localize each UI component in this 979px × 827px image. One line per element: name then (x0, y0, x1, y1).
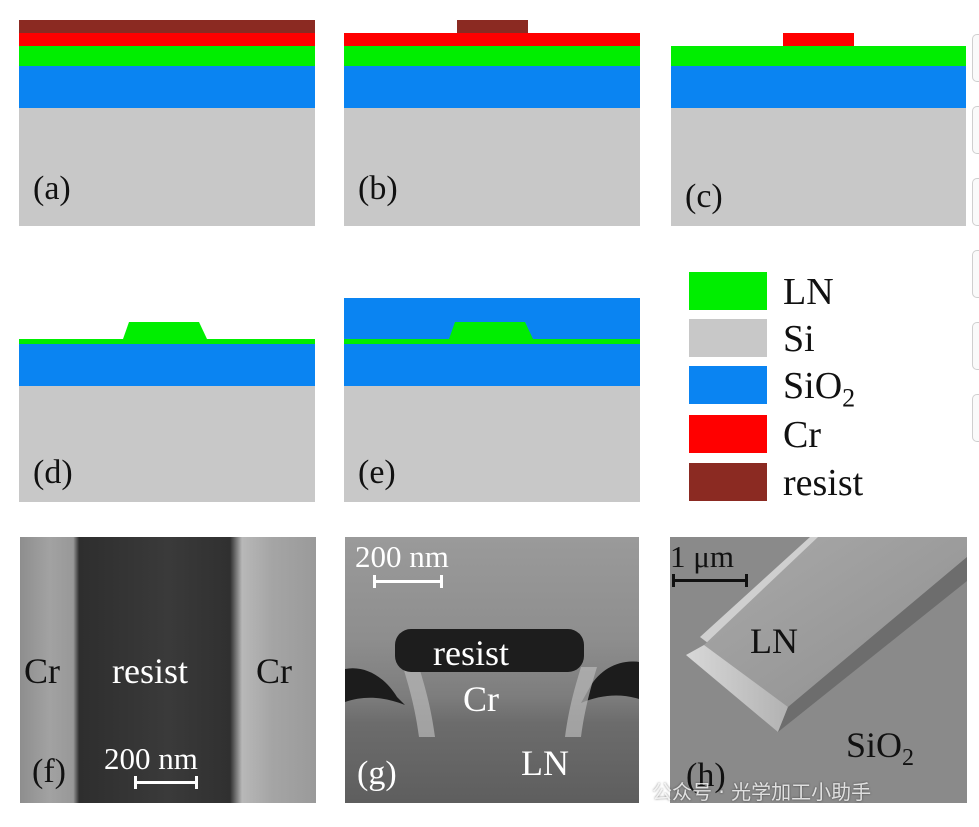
ln-layer (19, 46, 315, 66)
panel-label-d: (d) (33, 454, 73, 491)
label-sio2: SiO2 (846, 727, 914, 770)
panel-label-e: (e) (358, 454, 396, 491)
legend-swatch-resist (689, 463, 767, 501)
side-tab[interactable] (972, 106, 979, 154)
cr-layer (344, 33, 640, 46)
legend-label-sio2: SiO2 (783, 367, 855, 412)
label-cr-left: Cr (24, 651, 60, 691)
panel-b: (b) (344, 20, 640, 226)
si-substrate (344, 386, 640, 502)
panel-label-h: (h) (686, 757, 726, 794)
si-substrate (671, 108, 966, 226)
si-substrate (344, 108, 640, 226)
sio2-layer (671, 66, 966, 108)
label-resist: resist (112, 651, 188, 691)
label-cr-right: Cr (256, 651, 292, 691)
sem-image-f: Cr resist Cr 200 nm (f) (20, 537, 316, 803)
label-ln: LN (521, 743, 569, 783)
cr-layer (19, 33, 315, 46)
label-ln: LN (750, 621, 798, 661)
scalebar (134, 776, 198, 789)
ln-layer (671, 46, 966, 66)
legend-label-si: Si (783, 318, 815, 360)
legend-label-cr: Cr (783, 414, 821, 456)
si-substrate (19, 108, 315, 226)
panel-label-c: (c) (685, 178, 723, 215)
resist-pattern (457, 20, 528, 33)
resist-layer (19, 20, 315, 33)
ln-layer (344, 46, 640, 66)
panel-label-g: (g) (357, 755, 397, 792)
side-tab[interactable] (972, 178, 979, 226)
panel-c: (c) (671, 20, 966, 226)
legend-swatch-si (689, 319, 767, 357)
legend-label-ln: LN (783, 271, 834, 313)
undercut-shadows (345, 661, 639, 737)
side-tab[interactable] (972, 394, 979, 442)
resist-block (395, 629, 584, 672)
legend-swatch-sio2 (689, 366, 767, 404)
label-cr: Cr (463, 679, 499, 719)
legend-swatch-cr (689, 415, 767, 453)
scalebar-label: 1 μm (670, 539, 734, 574)
panel-label-f: (f) (32, 753, 66, 790)
ln-waveguide-3d (686, 537, 967, 732)
label-resist: resist (433, 633, 509, 673)
sem-image-g: 200 nm resist Cr LN (g) (345, 537, 639, 803)
legend-label-resist: resist (783, 462, 864, 504)
scalebar-label: 200 nm (104, 741, 198, 776)
scalebar-label: 200 nm (355, 539, 449, 574)
ln-ridge (19, 322, 315, 344)
sio2-layer (344, 66, 640, 108)
legend-label-sio2-base: SiO (783, 365, 843, 407)
ln-ridge-embedded (344, 322, 640, 344)
label-sio2-base: SiO (846, 725, 903, 765)
panel-e: (e) (344, 298, 640, 502)
legend-swatch-ln (689, 272, 767, 310)
cr-mask (783, 33, 854, 46)
panel-label-a: (a) (33, 170, 71, 207)
legend-label-sio2-sub: 2 (842, 383, 856, 413)
watermark-text: 公众号 · 光学加工小助手 (652, 780, 872, 804)
panel-a: (a) (19, 20, 315, 226)
side-tab[interactable] (972, 322, 979, 370)
label-sio2-sub: 2 (902, 745, 915, 772)
panel-label-b: (b) (358, 170, 398, 207)
scalebar (672, 574, 748, 587)
side-tab[interactable] (972, 250, 979, 298)
sio2-layer (19, 344, 315, 386)
scalebar (373, 575, 443, 588)
sio2-layer (19, 66, 315, 108)
si-substrate (19, 386, 315, 502)
side-tab[interactable] (972, 34, 979, 82)
panel-d: (d) (19, 316, 315, 502)
sem-image-h: 1 μm LN SiO2 (h) (670, 537, 967, 803)
